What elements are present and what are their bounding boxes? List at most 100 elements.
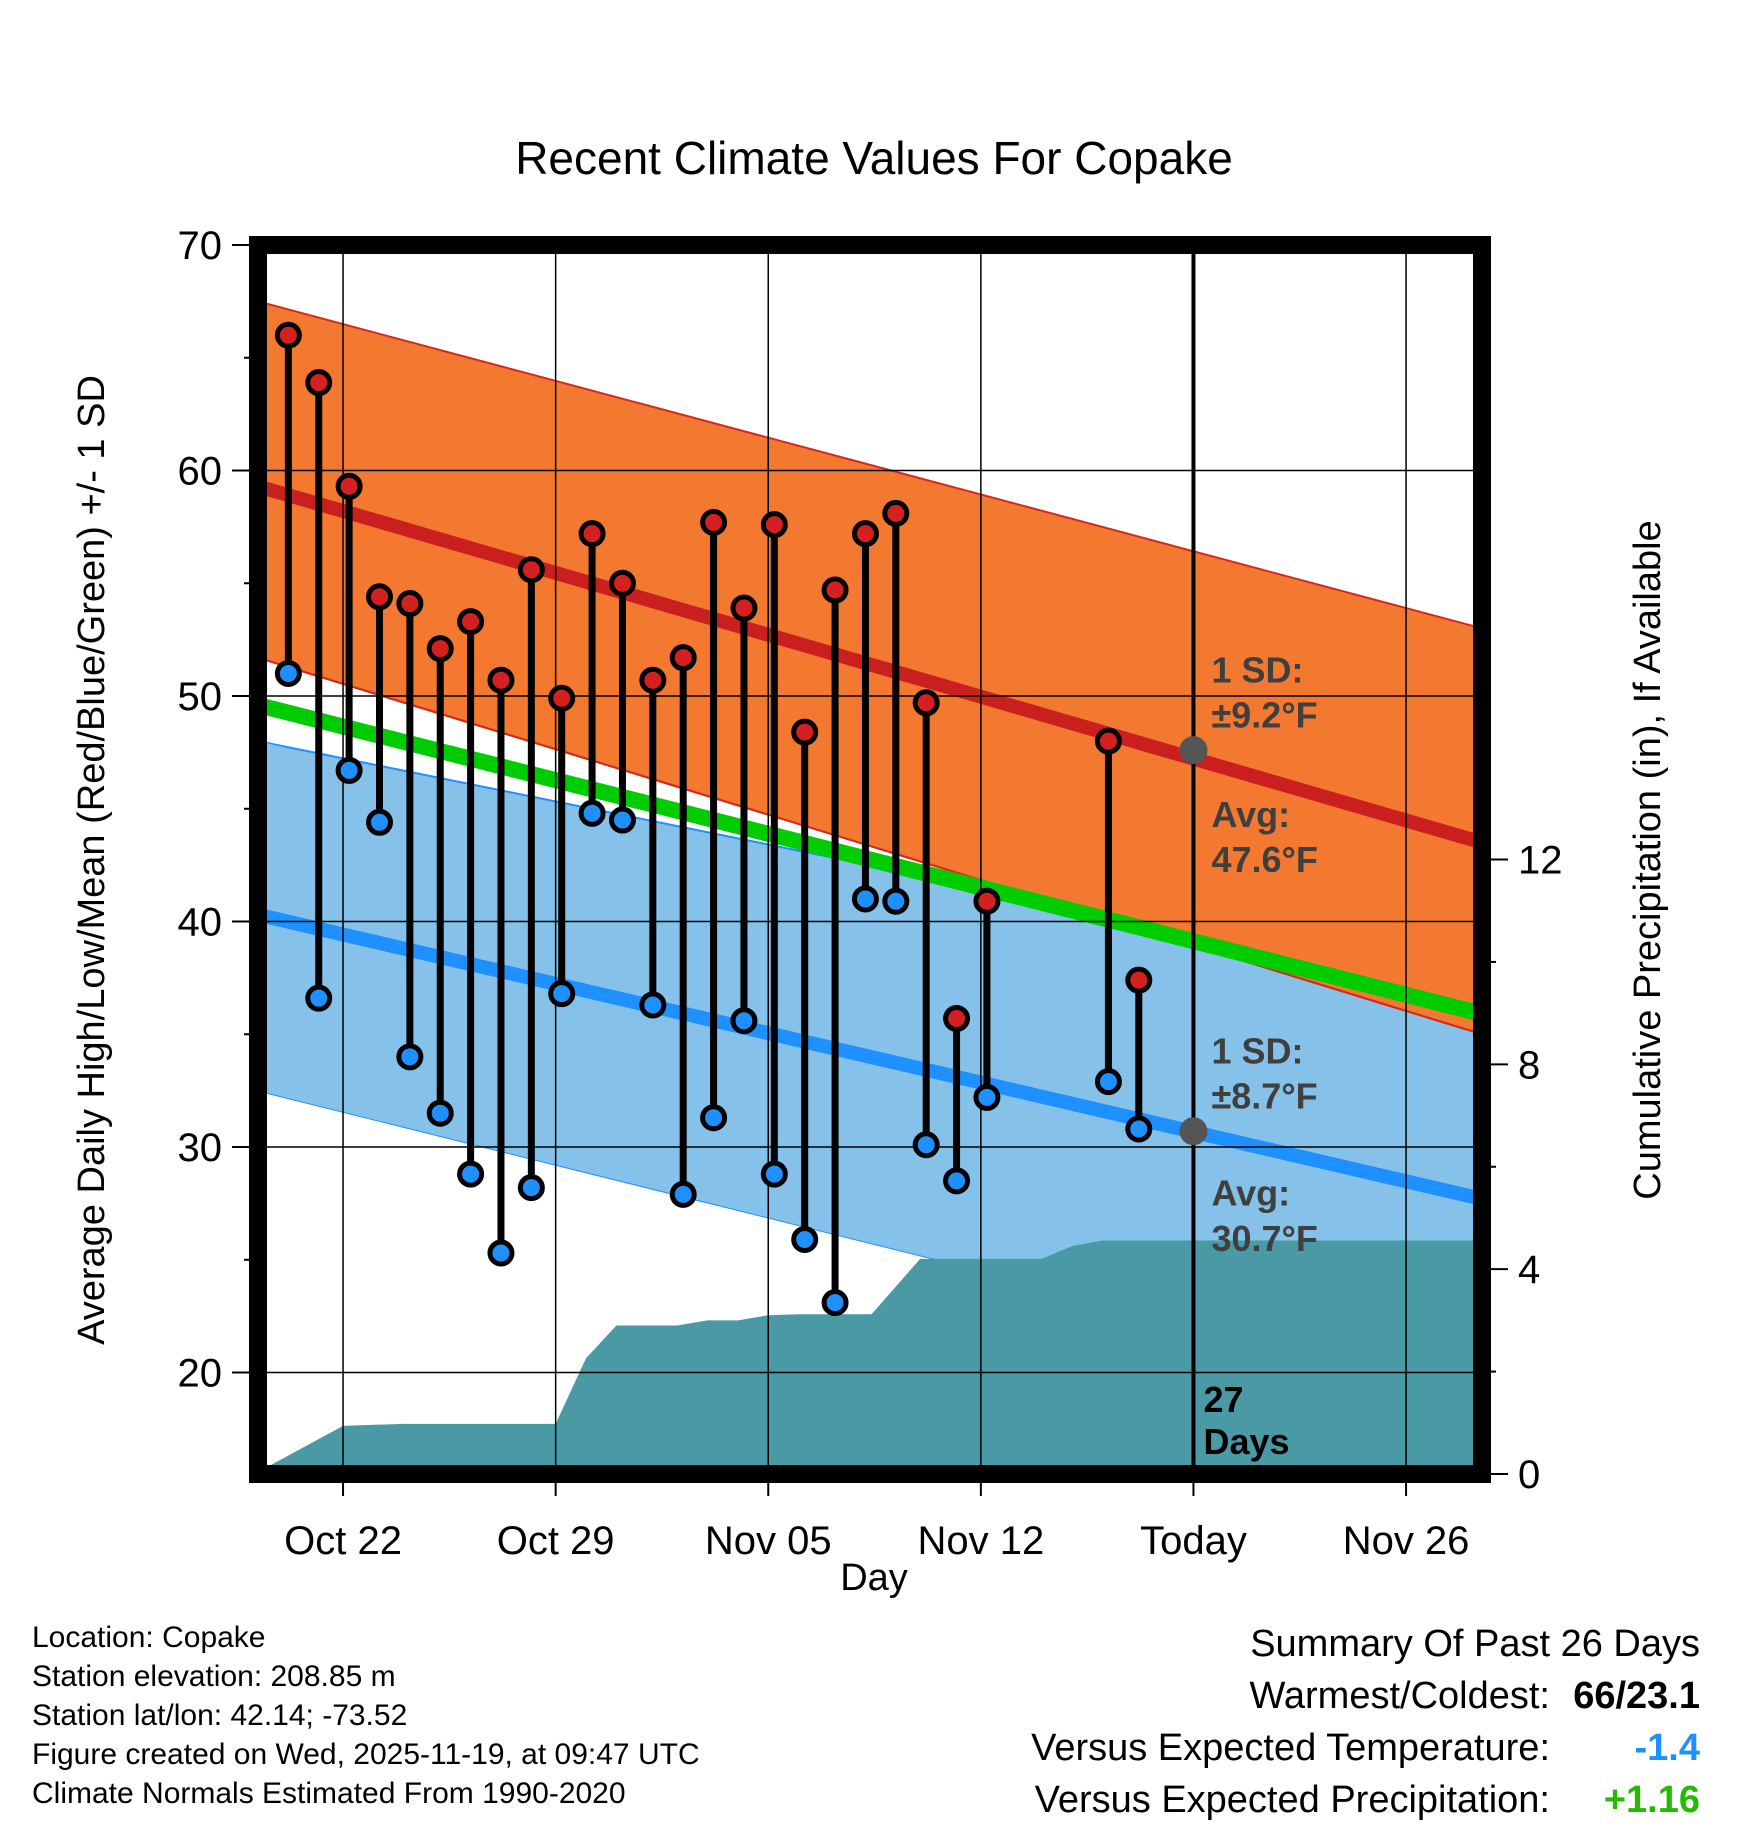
low-point <box>396 1043 424 1071</box>
today-high-avg-marker <box>1179 736 1208 765</box>
low-point <box>1125 1115 1153 1143</box>
low-point <box>426 1099 454 1127</box>
y2-tick-label: 12 <box>1518 839 1563 883</box>
precip-departure-value: +1.16 <box>1603 1779 1700 1821</box>
info-latlon: Station lat/lon: 42.14; -73.52 <box>32 1699 408 1732</box>
plot-content <box>258 245 1482 1474</box>
x-axis-label: Day <box>840 1557 908 1599</box>
low-point <box>700 1104 728 1132</box>
low-sd-annotation-line2: ±8.7°F <box>1211 1076 1317 1117</box>
high-point <box>821 576 849 604</box>
x-tick-label: Nov 05 <box>705 1519 832 1563</box>
days-label: Days <box>1203 1421 1289 1462</box>
y2-tick-label: 0 <box>1518 1453 1540 1497</box>
high-point <box>608 569 636 597</box>
mean-avg-line <box>258 697 1482 1022</box>
low-point <box>274 659 302 687</box>
low-point <box>760 1160 788 1188</box>
summary-precip-row: Versus Expected Precipitation: +1.16 <box>880 1774 1700 1826</box>
precip-area <box>258 1240 1482 1474</box>
low-point <box>912 1131 940 1159</box>
y-axis-label: Average Daily High/Low/Mean (Red/Blue/Gr… <box>71 375 113 1345</box>
high-sd-annotation-line1: 1 SD: <box>1211 649 1303 690</box>
high-point <box>943 1004 971 1032</box>
high-sd-annotation-line2: ±9.2°F <box>1211 695 1317 736</box>
y2-tick-label: 8 <box>1518 1043 1540 1087</box>
summary-warmest-row: Warmest/Coldest: 66/23.1 <box>880 1670 1700 1722</box>
x-tick-label: Nov 12 <box>917 1519 1044 1563</box>
high-point <box>487 666 515 694</box>
high-point <box>760 511 788 539</box>
chart-title: Recent Climate Values For Copake <box>515 132 1233 184</box>
low-point <box>973 1083 1001 1111</box>
low-avg-line <box>258 907 1482 1206</box>
warmest-label: Warmest/Coldest: <box>1249 1675 1550 1717</box>
high-point <box>578 520 606 548</box>
high-point <box>365 583 393 611</box>
summary-heading: Summary Of Past 26 Days <box>1250 1623 1700 1665</box>
low-point <box>548 980 576 1008</box>
x-tick-label: Oct 29 <box>497 1519 615 1563</box>
high-point <box>851 520 879 548</box>
low-point <box>578 799 606 827</box>
low-point <box>943 1167 971 1195</box>
info-location: Location: Copake <box>32 1621 266 1654</box>
low-point <box>335 756 363 784</box>
low-sd-annotation-line1: 1 SD: <box>1211 1031 1303 1072</box>
x-tick-label: Oct 22 <box>284 1519 402 1563</box>
low-point <box>882 887 910 915</box>
info-normals: Climate Normals Estimated From 1990-2020 <box>32 1777 626 1810</box>
warmest-value: 66/23.1 <box>1573 1675 1700 1717</box>
low-point <box>791 1225 819 1253</box>
y-tick-label: 60 <box>178 450 223 494</box>
x-tick-label: Nov 26 <box>1343 1519 1470 1563</box>
y-tick-label: 40 <box>178 901 223 945</box>
high-point <box>305 369 333 397</box>
low-point <box>608 806 636 834</box>
days-count: 27 <box>1203 1379 1243 1420</box>
high-sd-lower-edge <box>258 656 1482 1036</box>
high-point <box>669 644 697 672</box>
info-created: Figure created on Wed, 2025-11-19, at 09… <box>32 1738 700 1771</box>
high-point <box>1094 727 1122 755</box>
low-point <box>517 1174 545 1202</box>
y2-axis-label: Cumulative Precipitation (in), If Availa… <box>1627 520 1669 1199</box>
low-avg-annotation-line1: Avg: <box>1211 1173 1290 1214</box>
high-point <box>973 887 1001 915</box>
high-point <box>517 556 545 584</box>
high-point <box>457 608 485 636</box>
low-point <box>669 1180 697 1208</box>
low-point <box>730 1007 758 1035</box>
high-point <box>274 321 302 349</box>
high-avg-annotation-line2: 47.6°F <box>1211 839 1317 880</box>
low-avg-annotation-line2: 30.7°F <box>1211 1218 1317 1259</box>
low-point <box>639 991 667 1019</box>
station-info: Location: Copake Station elevation: 208.… <box>32 1618 700 1813</box>
today-low-avg-marker <box>1179 1117 1208 1146</box>
high-avg-line <box>258 479 1482 850</box>
y2-tick-label: 4 <box>1518 1248 1540 1292</box>
high-point <box>1125 966 1153 994</box>
low-point <box>821 1289 849 1317</box>
temp-departure-value: -1.4 <box>1634 1727 1700 1769</box>
high-point <box>730 594 758 622</box>
high-point <box>335 472 363 500</box>
low-point <box>851 885 879 913</box>
low-point <box>305 984 333 1012</box>
high-point <box>548 684 576 712</box>
low-point <box>457 1160 485 1188</box>
summary-panel: Summary Of Past 26 Days Warmest/Coldest:… <box>880 1618 1700 1826</box>
temp-departure-label: Versus Expected Temperature: <box>1031 1727 1550 1769</box>
low-point <box>487 1239 515 1267</box>
info-elevation: Station elevation: 208.85 m <box>32 1660 396 1693</box>
y-tick-label: 20 <box>178 1352 223 1396</box>
high-point <box>700 508 728 536</box>
high-point <box>791 718 819 746</box>
precip-departure-label: Versus Expected Precipitation: <box>1034 1779 1550 1821</box>
high-avg-annotation-line1: Avg: <box>1211 794 1290 835</box>
low-point <box>365 808 393 836</box>
y-tick-label: 50 <box>178 675 223 719</box>
low-point <box>1094 1068 1122 1096</box>
y-tick-label: 70 <box>178 224 223 268</box>
